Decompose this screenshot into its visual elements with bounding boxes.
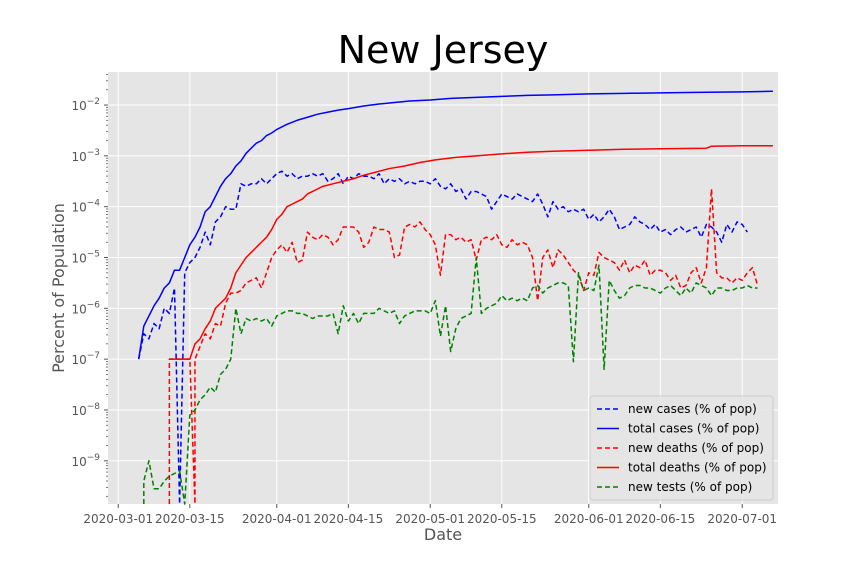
y-tick-base: 10	[71, 353, 86, 367]
y-tick-base: 10	[71, 404, 86, 418]
series-layer	[137, 90, 773, 505]
legend-entry: total deaths (% of pop)	[628, 461, 767, 475]
y-tick-label: 10−7	[71, 351, 100, 367]
y-tick-base: 10	[71, 302, 86, 316]
y-tick-exponent: −2	[87, 97, 100, 107]
y-tick-exponent: −7	[87, 351, 100, 361]
y-tick-exponent: −4	[87, 199, 101, 209]
y-tick-base: 10	[71, 252, 86, 266]
x-tick-label: 2020-06-15	[625, 512, 695, 526]
x-axis-label: Date	[424, 525, 462, 544]
y-tick-label: 10−8	[71, 402, 100, 418]
y-tick-exponent: −3	[87, 148, 100, 158]
y-tick-label: 10−2	[71, 97, 100, 113]
y-axis: 10−910−810−710−610−510−410−310−2	[71, 97, 108, 469]
y-tick-label: 10−3	[71, 148, 100, 164]
y-tick-label: 10−4	[71, 199, 100, 215]
series-line-5	[143, 256, 758, 505]
x-tick-label: 2020-03-15	[155, 512, 225, 526]
x-tick-label: 2020-05-01	[395, 512, 465, 526]
x-tick-label: 2020-06-01	[554, 512, 624, 526]
x-tick-label: 2020-03-01	[83, 512, 153, 526]
y-tick-label: 10−6	[71, 300, 100, 316]
legend: new cases (% of pop) total cases (% of po…	[589, 395, 774, 501]
y-tick-label: 10−5	[71, 250, 100, 266]
y-tick-base: 10	[71, 201, 86, 215]
chart-title: New Jersey	[338, 28, 549, 72]
y-tick-base: 10	[71, 99, 86, 113]
y-tick-exponent: −5	[87, 250, 100, 260]
x-axis: 2020-03-01 2020-03-15 2020-04-01 2020-04-15…	[83, 504, 777, 526]
series-line-2	[137, 90, 773, 360]
legend-entry: total cases (% of pop)	[628, 422, 759, 436]
y-tick-label: 10−9	[71, 453, 100, 469]
y-tick-base: 10	[71, 455, 86, 469]
y-axis-label: Percent of Population	[49, 203, 68, 373]
x-tick-label: 2020-04-15	[314, 512, 384, 526]
x-tick-label: 2020-07-01	[707, 512, 777, 526]
x-tick-label: 2020-05-15	[467, 512, 537, 526]
y-tick-exponent: −6	[87, 300, 101, 310]
minor-ticks	[106, 74, 108, 497]
series-line-4	[169, 144, 773, 360]
y-tick-exponent: −9	[87, 453, 101, 463]
series-line-3	[168, 188, 759, 505]
x-tick-label: 2020-04-01	[242, 512, 312, 526]
y-tick-base: 10	[71, 150, 86, 164]
legend-entry: new deaths (% of pop)	[628, 441, 764, 455]
legend-entry: new cases (% of pop)	[628, 402, 757, 416]
legend-entry: new tests (% of pop)	[628, 480, 752, 494]
y-tick-exponent: −8	[87, 402, 101, 412]
legend-box	[589, 395, 774, 501]
series-line-1	[137, 170, 748, 505]
